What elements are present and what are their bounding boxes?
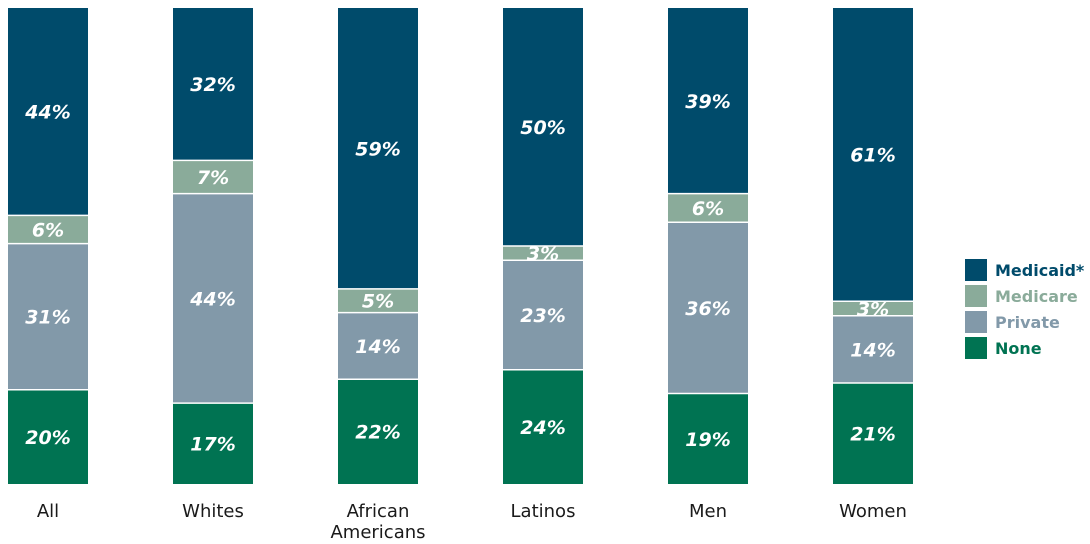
data-label-women-medicaid: 61%: [850, 145, 895, 167]
category-label-latinos: Latinos: [511, 501, 576, 522]
category-label-african-americans: African Americans: [330, 501, 425, 543]
bar-women-medicare: [833, 301, 913, 316]
data-label-all-none: 20%: [25, 427, 70, 449]
data-label-all-private: 31%: [25, 307, 70, 329]
bar-men-medicaid: [668, 8, 748, 194]
data-label-whites-medicaid: 32%: [190, 74, 235, 96]
data-label-men-medicaid: 39%: [685, 91, 730, 113]
category-label-whites: Whites: [182, 501, 244, 522]
category-labels: All Whites African Americans Latinos Men Women: [37, 501, 907, 543]
bar-all-private: [8, 243, 88, 390]
data-label-whites-none: 17%: [190, 434, 235, 456]
data-label-latinos-medicaid: 50%: [520, 117, 565, 139]
data-label-all-medicare: 6%: [32, 220, 64, 242]
bar-women-none: [833, 383, 913, 484]
data-label-women-private: 14%: [850, 339, 895, 361]
data-label-whites-medicare: 7%: [197, 167, 229, 189]
data-label-women-medicare: 3%: [857, 299, 889, 321]
data-label-african-americans-medicaid: 59%: [355, 138, 400, 160]
bar-all-medicare: [8, 215, 88, 244]
data-label-men-none: 19%: [685, 429, 730, 451]
legend-swatch-medicare: [965, 285, 987, 307]
data-label-women-none: 21%: [850, 424, 895, 446]
legend-label-private: Private: [995, 313, 1060, 332]
data-label-latinos-private: 23%: [520, 305, 565, 327]
bar-latinos-medicare: [503, 246, 583, 261]
bar-latinos-medicaid: [503, 8, 583, 246]
data-label-african-americans-none: 22%: [355, 422, 400, 444]
data-label-men-private: 36%: [685, 298, 730, 320]
bar-all-medicaid: [8, 8, 88, 216]
bar-women-private: [833, 315, 913, 384]
data-label-latinos-none: 24%: [520, 417, 565, 439]
bar-african-americans-medicaid: [338, 8, 418, 289]
legend: Medicaid* Medicare Private None: [965, 259, 1085, 359]
bars-group: 20% 31% 6% 44% 17% 44% 7% 32% 22% 14% 5% 59% 24% 23% 3…: [8, 8, 913, 484]
category-label-women: Women: [839, 501, 907, 522]
legend-label-medicaid: Medicaid*: [995, 261, 1085, 280]
data-label-african-americans-private: 14%: [355, 336, 400, 358]
legend-label-medicare: Medicare: [995, 287, 1078, 306]
bar-men-private: [668, 222, 748, 394]
bar-latinos-private: [503, 260, 583, 370]
data-label-whites-private: 44%: [189, 288, 235, 310]
bar-women-medicaid: [833, 8, 913, 302]
data-label-men-medicare: 6%: [692, 198, 724, 220]
bar-african-americans-none: [338, 379, 418, 484]
bar-latinos-none: [503, 369, 583, 484]
bar-men-medicare: [668, 193, 748, 223]
data-label-latinos-medicare: 3%: [527, 243, 559, 265]
bar-whites-none: [173, 403, 253, 484]
bar-whites-medicaid: [173, 8, 253, 161]
data-label-african-americans-medicare: 5%: [362, 291, 394, 313]
bar-all-none: [8, 389, 88, 484]
bar-african-americans-private: [338, 312, 418, 380]
legend-label-none: None: [995, 339, 1042, 358]
legend-swatch-medicaid: [965, 259, 987, 281]
data-label-all-medicaid: 44%: [24, 102, 70, 124]
legend-swatch-none: [965, 337, 987, 359]
bar-men-none: [668, 393, 748, 484]
bar-whites-private: [173, 193, 253, 404]
legend-swatch-private: [965, 311, 987, 333]
bar-african-americans-medicare: [338, 288, 418, 313]
category-label-all: All: [37, 501, 59, 522]
bar-whites-medicare: [173, 160, 253, 194]
category-label-men: Men: [689, 501, 727, 522]
